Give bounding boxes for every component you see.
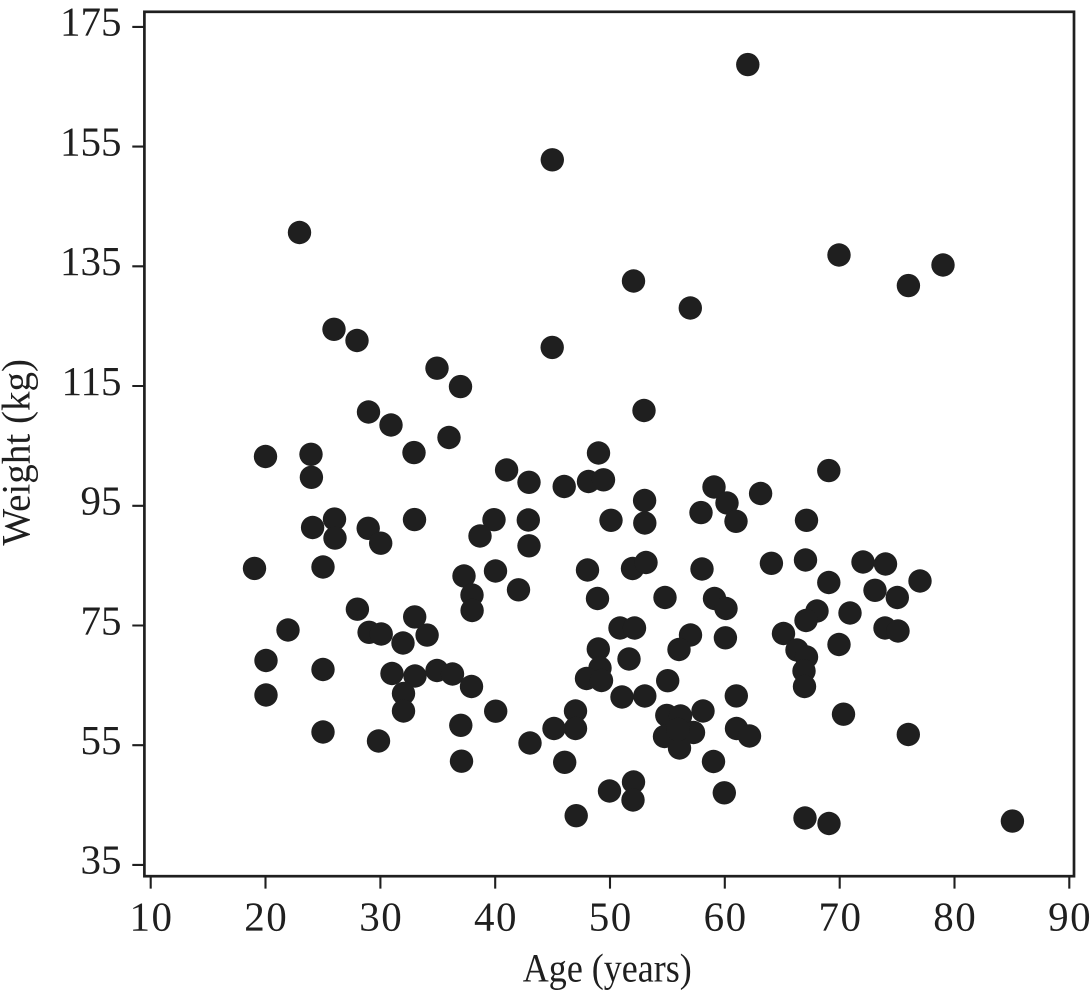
svg-text:40: 40 [474, 894, 518, 940]
svg-text:Weight (kg): Weight (kg) [0, 359, 39, 546]
svg-text:35: 35 [81, 837, 122, 883]
svg-text:95: 95 [81, 478, 122, 524]
svg-text:75: 75 [81, 597, 122, 643]
svg-text:50: 50 [589, 894, 633, 940]
svg-text:20: 20 [244, 894, 288, 940]
svg-text:115: 115 [62, 358, 122, 404]
svg-text:155: 155 [60, 118, 122, 164]
svg-text:Age (years): Age (years) [523, 946, 692, 991]
svg-text:175: 175 [60, 0, 122, 45]
svg-text:60: 60 [704, 894, 748, 940]
svg-text:30: 30 [359, 894, 403, 940]
svg-text:70: 70 [819, 894, 863, 940]
svg-text:10: 10 [130, 894, 174, 940]
svg-text:90: 90 [1048, 894, 1092, 940]
svg-text:135: 135 [60, 238, 122, 284]
svg-text:55: 55 [81, 717, 122, 763]
svg-text:80: 80 [933, 894, 977, 940]
